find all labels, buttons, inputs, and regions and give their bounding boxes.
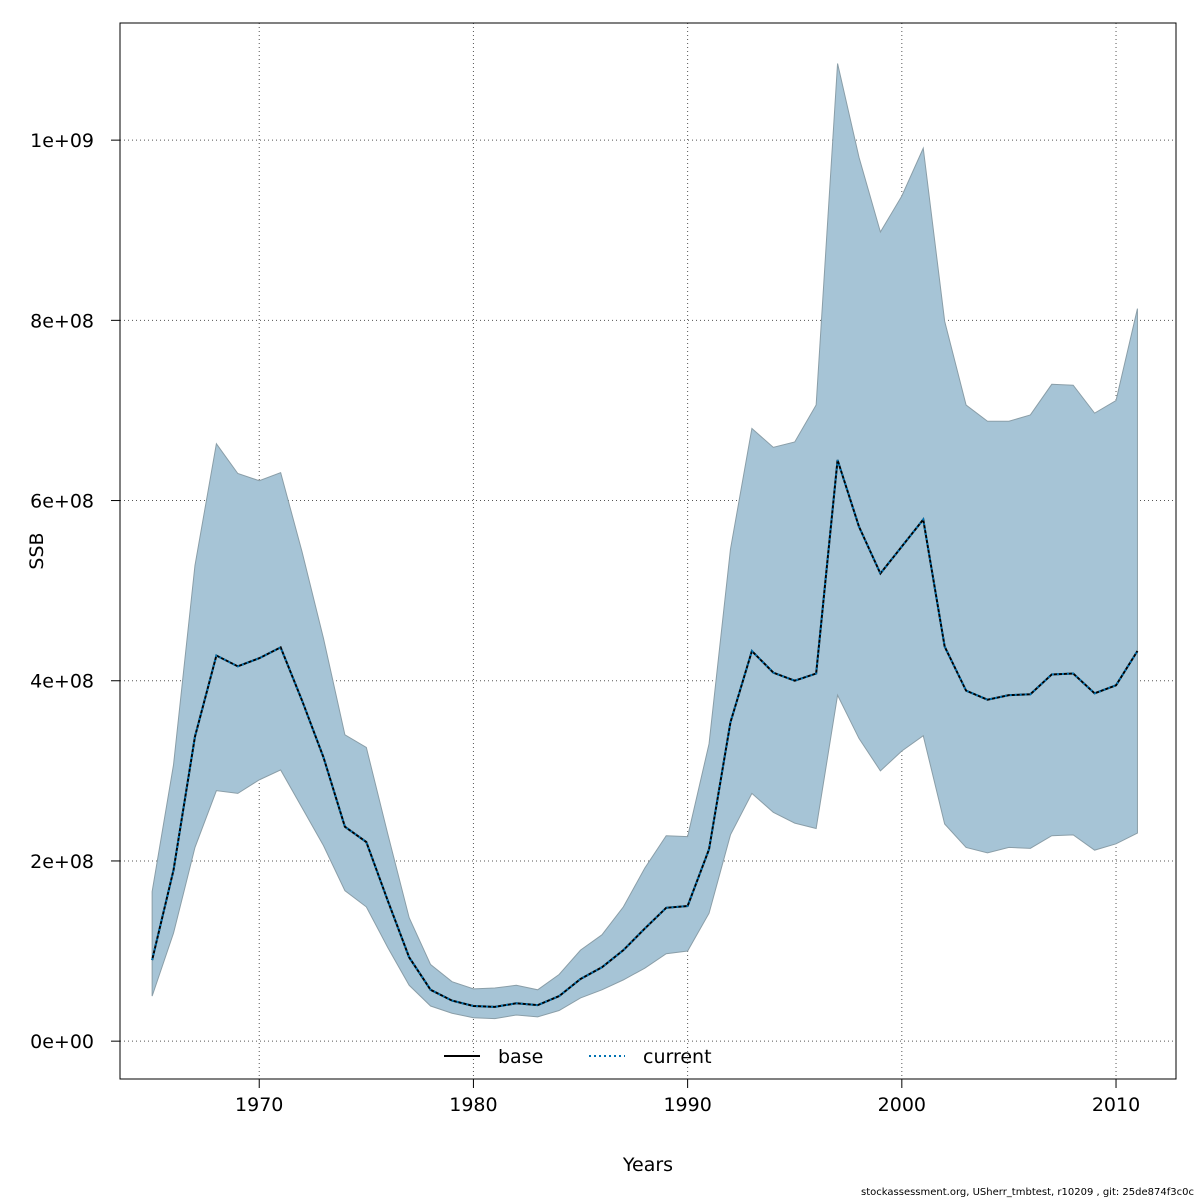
x-tick-label-1980: 1980 [449, 1094, 497, 1116]
legend-label-current: current [643, 1046, 712, 1068]
y-tick-label-3: 6e+08 [30, 491, 94, 513]
x-tick-label-1970: 1970 [235, 1094, 283, 1116]
x-axis-title: Years [622, 1154, 673, 1176]
x-tick-label-2000: 2000 [878, 1094, 926, 1116]
plot-frame [119, 22, 1177, 1080]
y-tick-label-2: 4e+08 [30, 671, 94, 693]
x-tick-label-1990: 1990 [663, 1094, 711, 1116]
legend: base current [444, 1046, 712, 1068]
confidence-band [151, 63, 1138, 1020]
y-tick-label-4: 8e+08 [30, 310, 94, 332]
footer-text: stockassessment.org, USherr_tmbtest, r10… [861, 1187, 1194, 1198]
x-axis: 1970 1980 1990 2000 2010 [235, 1079, 1140, 1116]
series-lines [151, 459, 1139, 1008]
y-axis-title: SSB [26, 532, 48, 569]
legend-label-base: base [498, 1046, 543, 1068]
y-tick-label-1: 2e+08 [30, 851, 94, 873]
series-line-current [151, 459, 1139, 1008]
confidence-band-area [151, 63, 1138, 1020]
x-tick-label-2010: 2010 [1092, 1094, 1140, 1116]
y-tick-label-5: 1e+09 [30, 130, 94, 152]
y-axis: 0e+00 2e+08 4e+08 6e+08 8e+08 1e+09 [30, 130, 120, 1053]
y-tick-label-0: 0e+00 [30, 1031, 94, 1053]
